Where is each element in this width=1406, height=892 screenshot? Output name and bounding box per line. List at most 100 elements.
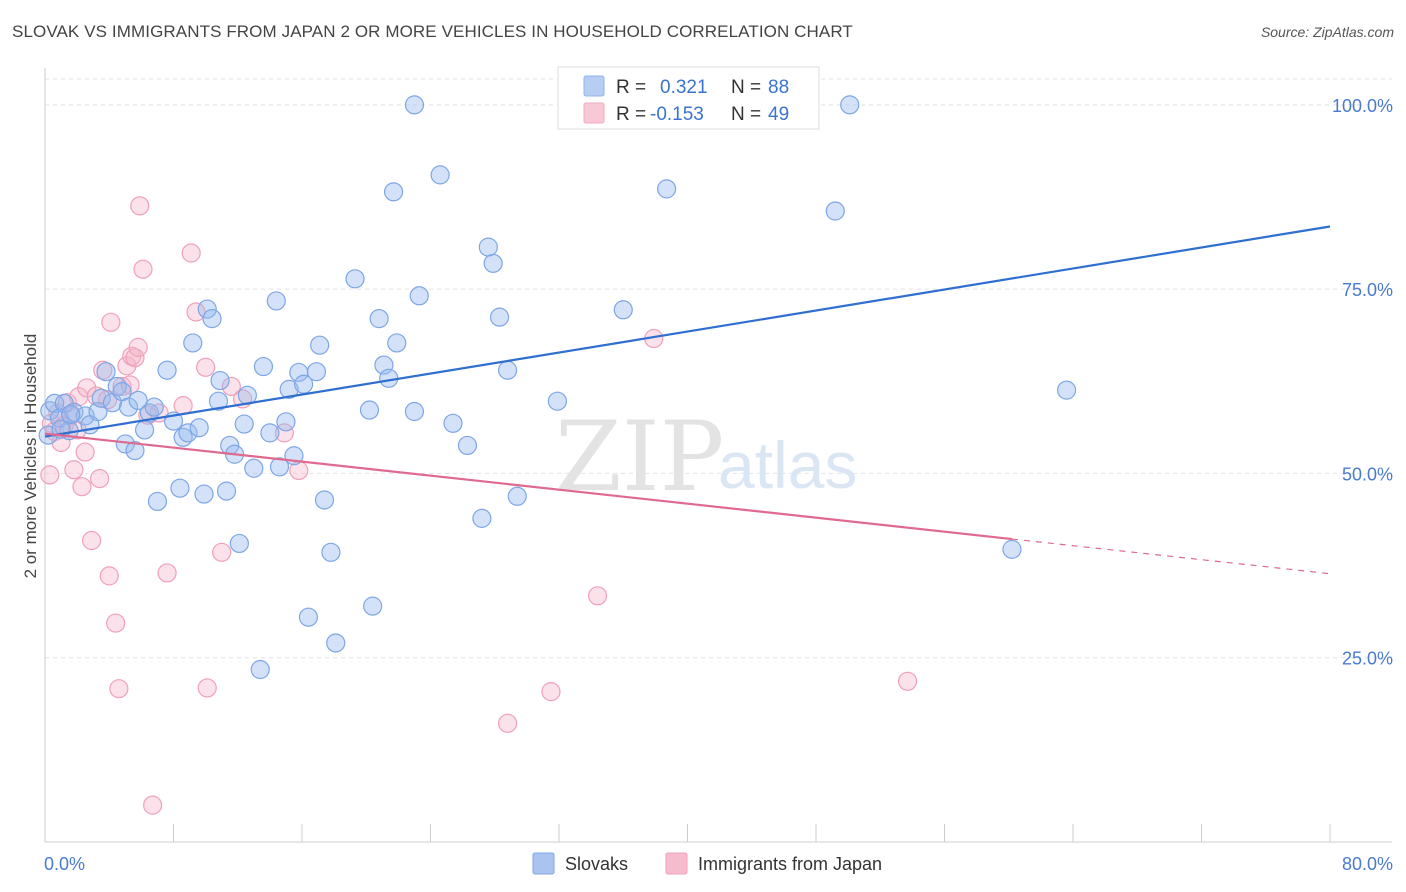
slovaks-point <box>178 423 198 443</box>
slovaks-point <box>1002 539 1022 559</box>
slovaks-point <box>91 388 111 408</box>
japan-point <box>181 243 201 263</box>
slovaks-point <box>430 165 450 185</box>
japan-point <box>196 357 216 377</box>
legend-n-value-japan: 49 <box>768 104 789 125</box>
legend-r-label-japan: R = <box>616 104 646 125</box>
japan-point <box>130 196 150 216</box>
slovaks-point <box>498 360 518 380</box>
y-tick-label: 25.0% <box>1342 649 1393 669</box>
bottom-legend-label-japan: Immigrants from Japan <box>698 854 882 874</box>
legend-n-value-slovaks: 88 <box>768 77 789 98</box>
slovaks-point <box>260 423 280 443</box>
y-tick-label: 50.0% <box>1342 464 1393 484</box>
japan-point <box>186 302 206 322</box>
japan-trendline-extension <box>1011 538 1331 575</box>
slovaks-point <box>157 360 177 380</box>
x-tick-label: 0.0% <box>44 854 85 874</box>
y-axis-label: 2 or more Vehicles in Household <box>21 334 40 579</box>
slovaks-point <box>45 393 65 413</box>
slovaks-point <box>443 413 463 433</box>
slovaks-point <box>194 484 214 504</box>
japan-point <box>72 477 92 497</box>
japan-point <box>587 586 608 606</box>
slovaks-point <box>96 362 116 382</box>
slovaks-point <box>507 486 527 506</box>
japan-point <box>112 376 132 397</box>
slovaks-point <box>457 435 478 456</box>
japan-point <box>498 713 518 733</box>
slovaks-point <box>208 391 229 411</box>
legend-r-value-japan: -0.153 <box>650 104 704 125</box>
axes <box>44 68 1392 843</box>
series-slovaks-points <box>38 95 1077 680</box>
japan-point <box>101 312 121 332</box>
slovaks-point <box>472 508 492 528</box>
source-credit: Source: ZipAtlas.com <box>1260 24 1394 40</box>
series-legend: Slovaks Immigrants from Japan <box>532 852 882 875</box>
japan-point <box>90 468 110 489</box>
slovaks-point <box>183 333 203 353</box>
slovaks-point <box>547 391 567 411</box>
slovaks-point <box>266 291 286 311</box>
watermark-atlas: atlas <box>718 428 857 502</box>
slovaks-point <box>483 253 503 273</box>
japan-point <box>40 465 60 485</box>
slovaks-point <box>64 402 84 422</box>
slovaks-point <box>234 414 254 434</box>
slovaks-point <box>244 458 264 478</box>
chart-title: SLOVAK VS IMMIGRANTS FROM JAPAN 2 OR MOR… <box>12 22 853 41</box>
slovaks-point <box>478 237 498 257</box>
slovaks-point <box>229 533 249 554</box>
japan-point <box>99 566 119 586</box>
slovaks-point <box>840 95 860 115</box>
slovaks-point <box>125 440 145 461</box>
slovaks-point <box>216 481 237 501</box>
japan-point <box>125 348 145 368</box>
japan-point <box>81 530 102 551</box>
japan-point <box>93 360 113 380</box>
slovaks-point <box>489 307 510 327</box>
slovaks-point <box>363 596 383 616</box>
slovaks-point <box>189 418 209 438</box>
slovaks-point <box>1056 380 1077 400</box>
slovaks-trendline <box>44 225 1331 438</box>
y-tick-label: 75.0% <box>1342 280 1393 300</box>
slovaks-point <box>321 542 341 562</box>
slovaks-point <box>128 390 148 411</box>
watermark-zip: ZIP <box>555 401 724 513</box>
slovaks-point <box>825 201 845 221</box>
japan-point <box>221 376 241 397</box>
japan-point <box>157 563 177 583</box>
slovaks-point <box>409 286 429 306</box>
slovaks-point <box>250 659 270 680</box>
slovaks-point <box>253 356 274 377</box>
japan-point <box>197 678 217 698</box>
slovaks-point <box>170 478 190 498</box>
slovaks-point <box>369 309 389 329</box>
gridlines <box>45 78 1392 659</box>
japan-point <box>64 460 84 480</box>
slovaks-point <box>657 179 677 199</box>
y-tick-labels: 25.0% 50.0% 75.0% 100.0% <box>1332 96 1393 669</box>
japan-point <box>117 356 137 376</box>
slovaks-point <box>202 309 222 329</box>
slovaks-point <box>210 370 230 391</box>
japan-point <box>109 679 129 699</box>
y-tick-label: 100.0% <box>1332 96 1393 116</box>
japan-trendline <box>44 432 1013 541</box>
legend-r-label-slovaks: R = <box>616 77 646 98</box>
legend-n-label-japan: N = <box>731 104 761 125</box>
japan-point <box>106 613 126 633</box>
x-tick-label: 80.0% <box>1342 854 1393 874</box>
legend-swatch-slovaks <box>583 75 605 97</box>
japan-point <box>128 337 148 357</box>
watermark: ZIP atlas <box>555 401 857 513</box>
slovaks-point <box>276 412 296 432</box>
slovaks-point <box>279 379 299 399</box>
slovaks-point <box>613 300 633 320</box>
slovaks-point <box>326 633 346 653</box>
slovaks-point <box>197 299 217 319</box>
slovaks-point <box>383 182 404 202</box>
